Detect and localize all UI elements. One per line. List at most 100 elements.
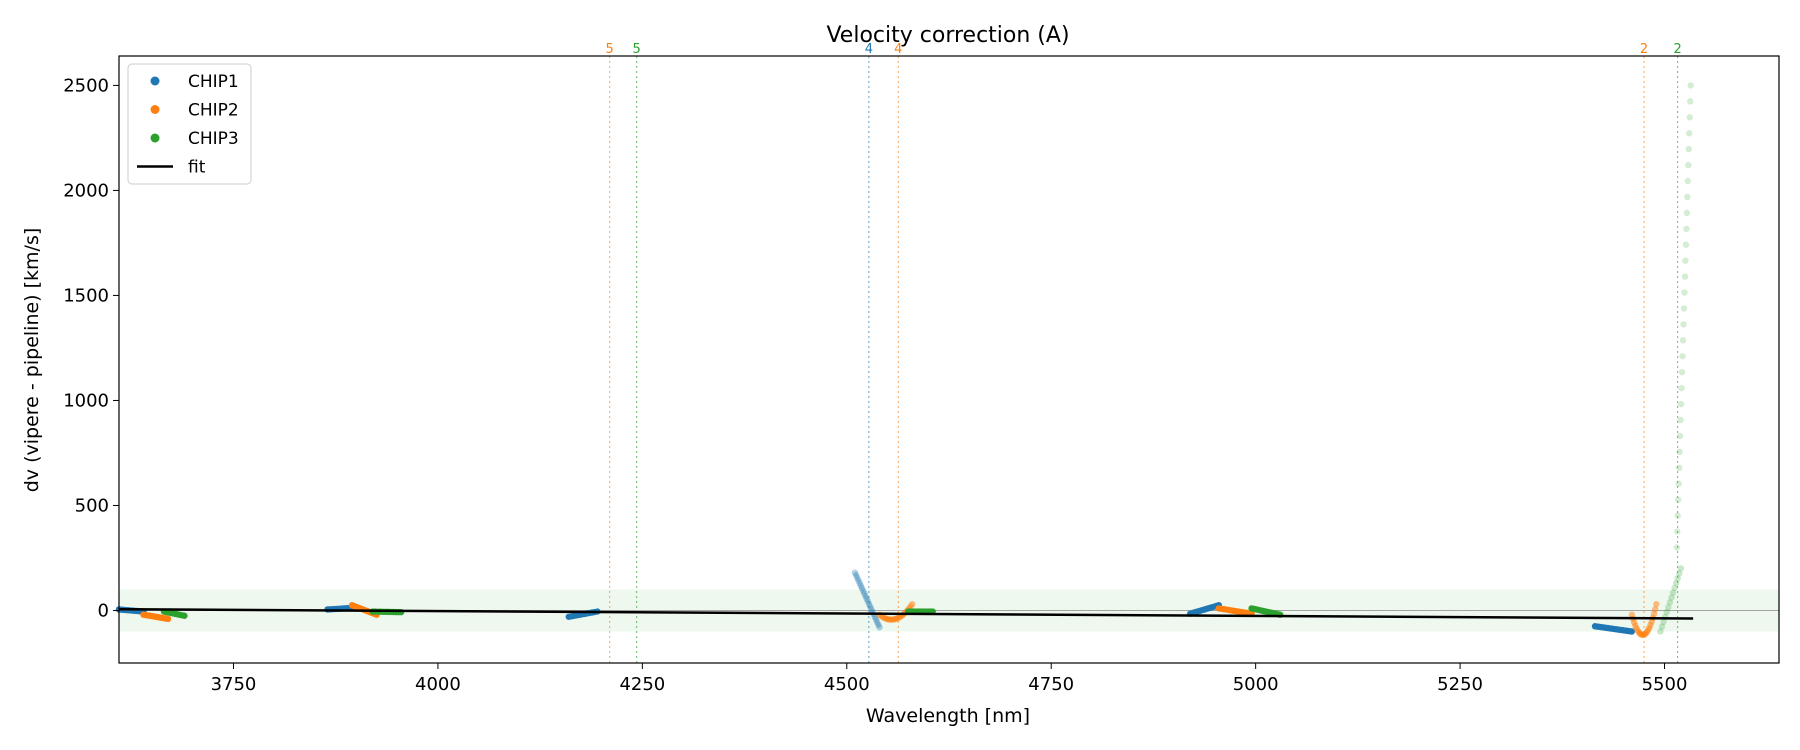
chip1-point [863, 595, 870, 602]
chip3-point [1686, 114, 1693, 121]
x-tick-label-5000: 5000 [1233, 674, 1279, 695]
legend-label-chip3: CHIP3 [188, 129, 239, 149]
chip1-point [852, 572, 860, 579]
chip3-point [1675, 464, 1683, 472]
y-tick-label-1500: 1500 [63, 285, 109, 306]
chip1-point [861, 590, 868, 597]
y-tick-label-2500: 2500 [63, 75, 109, 96]
chip3-point [1677, 416, 1684, 424]
x-tick-label-4500: 4500 [824, 674, 870, 695]
chip3-point [1674, 512, 1681, 519]
chip1-point [855, 577, 862, 584]
chip3-point [1687, 82, 1694, 89]
chip3-point [1678, 384, 1685, 392]
chip1-point [865, 600, 873, 608]
order-label-5: 2 [1673, 42, 1681, 57]
axes-frame [118, 55, 1780, 664]
order-label-3: 4 [894, 42, 902, 57]
chip1-point [864, 598, 872, 605]
legend-label-chip2: CHIP2 [188, 101, 239, 121]
chip3-point [1660, 618, 1667, 626]
fit-line [118, 607, 1694, 620]
legend: CHIP1 CHIP2 CHIP3 fit [127, 63, 252, 185]
chip1-point [862, 592, 869, 600]
x-tick-label-3750: 3750 [211, 674, 257, 695]
x-tick-label-4250: 4250 [619, 674, 665, 695]
chip3-point [1669, 589, 1677, 596]
axes: 3750 4000 4250 4500 4750 5000 5250 5500 0 500 1000… [63, 75, 1687, 695]
x-tick-label-5250: 5250 [1437, 674, 1483, 695]
y-tick-label-500: 500 [75, 495, 109, 516]
chip3-point [1675, 496, 1682, 503]
chip1-point [873, 618, 881, 626]
order-label-4: 2 [1640, 42, 1648, 57]
chip1-point [859, 587, 867, 595]
chip3-point [1677, 565, 1685, 572]
chip1-point [856, 579, 863, 587]
x-tick-label-5500: 5500 [1642, 674, 1688, 695]
chip3-point [1686, 130, 1693, 137]
chip3-point [1673, 544, 1680, 551]
legend-marker-chip2 [150, 105, 160, 114]
y-tick-label-2000: 2000 [63, 180, 109, 201]
chip3-point [1679, 337, 1687, 344]
chip3-point [1684, 193, 1691, 201]
order-label-1: 5 [632, 42, 640, 57]
chip1-point [1628, 628, 1636, 635]
x-tick-label-4000: 4000 [415, 674, 461, 695]
chip3-point [1680, 305, 1688, 312]
chip1-point [854, 574, 861, 582]
chip2-point [909, 600, 916, 608]
chip1-point [868, 605, 875, 613]
chip3-point [1672, 579, 1680, 587]
legend-marker-chip1 [150, 76, 160, 86]
chip3-point [1683, 209, 1691, 217]
y-axis-label: dv (vipere - pipeline) [km/s] [21, 228, 43, 493]
chip3-point [1682, 257, 1689, 264]
legend-label-fit: fit [188, 158, 206, 178]
order-label-0: 5 [605, 42, 613, 57]
chip1-point [866, 603, 874, 610]
x-tick-label-4750: 4750 [1028, 674, 1074, 695]
chip3-point [1657, 628, 1664, 635]
chip3-point [1677, 400, 1685, 408]
chip1-point [875, 621, 882, 628]
chip1-point [851, 569, 859, 576]
chip3-point [1668, 594, 1675, 601]
legend-box [127, 63, 252, 185]
chip3-point [1684, 177, 1692, 185]
chip3-point [1685, 161, 1692, 169]
chip1-point [876, 624, 883, 631]
chart-title: Velocity correction (A) [826, 23, 1069, 48]
chip3-point [1676, 448, 1683, 456]
legend-marker-chip3 [150, 133, 160, 143]
chip3-point [1681, 273, 1689, 280]
chip3-point [1681, 289, 1688, 296]
chip3-point [1658, 623, 1666, 630]
plot-area: 5 5 4 4 2 2 [115, 42, 1779, 663]
chip3-point [1679, 353, 1686, 360]
chip2-point [1653, 600, 1660, 608]
chip3-point [1666, 599, 1674, 606]
chip3-point [1685, 145, 1692, 153]
chip3-point [1675, 480, 1682, 487]
x-axis-label: Wavelength [nm] [866, 705, 1030, 727]
chip3-point [1678, 369, 1686, 376]
chip1-point [858, 585, 866, 592]
y-tick-label-0: 0 [98, 600, 109, 621]
y-tick-label-1000: 1000 [63, 390, 109, 411]
chip1-point [857, 582, 865, 589]
chip3-point [1683, 225, 1690, 233]
legend-label-chip1: CHIP1 [188, 72, 239, 92]
chip3-point [1687, 98, 1694, 105]
chip3-point [1671, 584, 1678, 592]
chip3-point [1663, 608, 1670, 616]
chip3-point [1682, 241, 1690, 248]
chip2-point [164, 615, 172, 623]
order-label-2: 4 [865, 42, 873, 57]
chip3-point [1676, 432, 1684, 440]
chip3-point [1680, 321, 1687, 328]
chip3-point [1676, 570, 1683, 577]
chip3-point [1665, 604, 1672, 611]
